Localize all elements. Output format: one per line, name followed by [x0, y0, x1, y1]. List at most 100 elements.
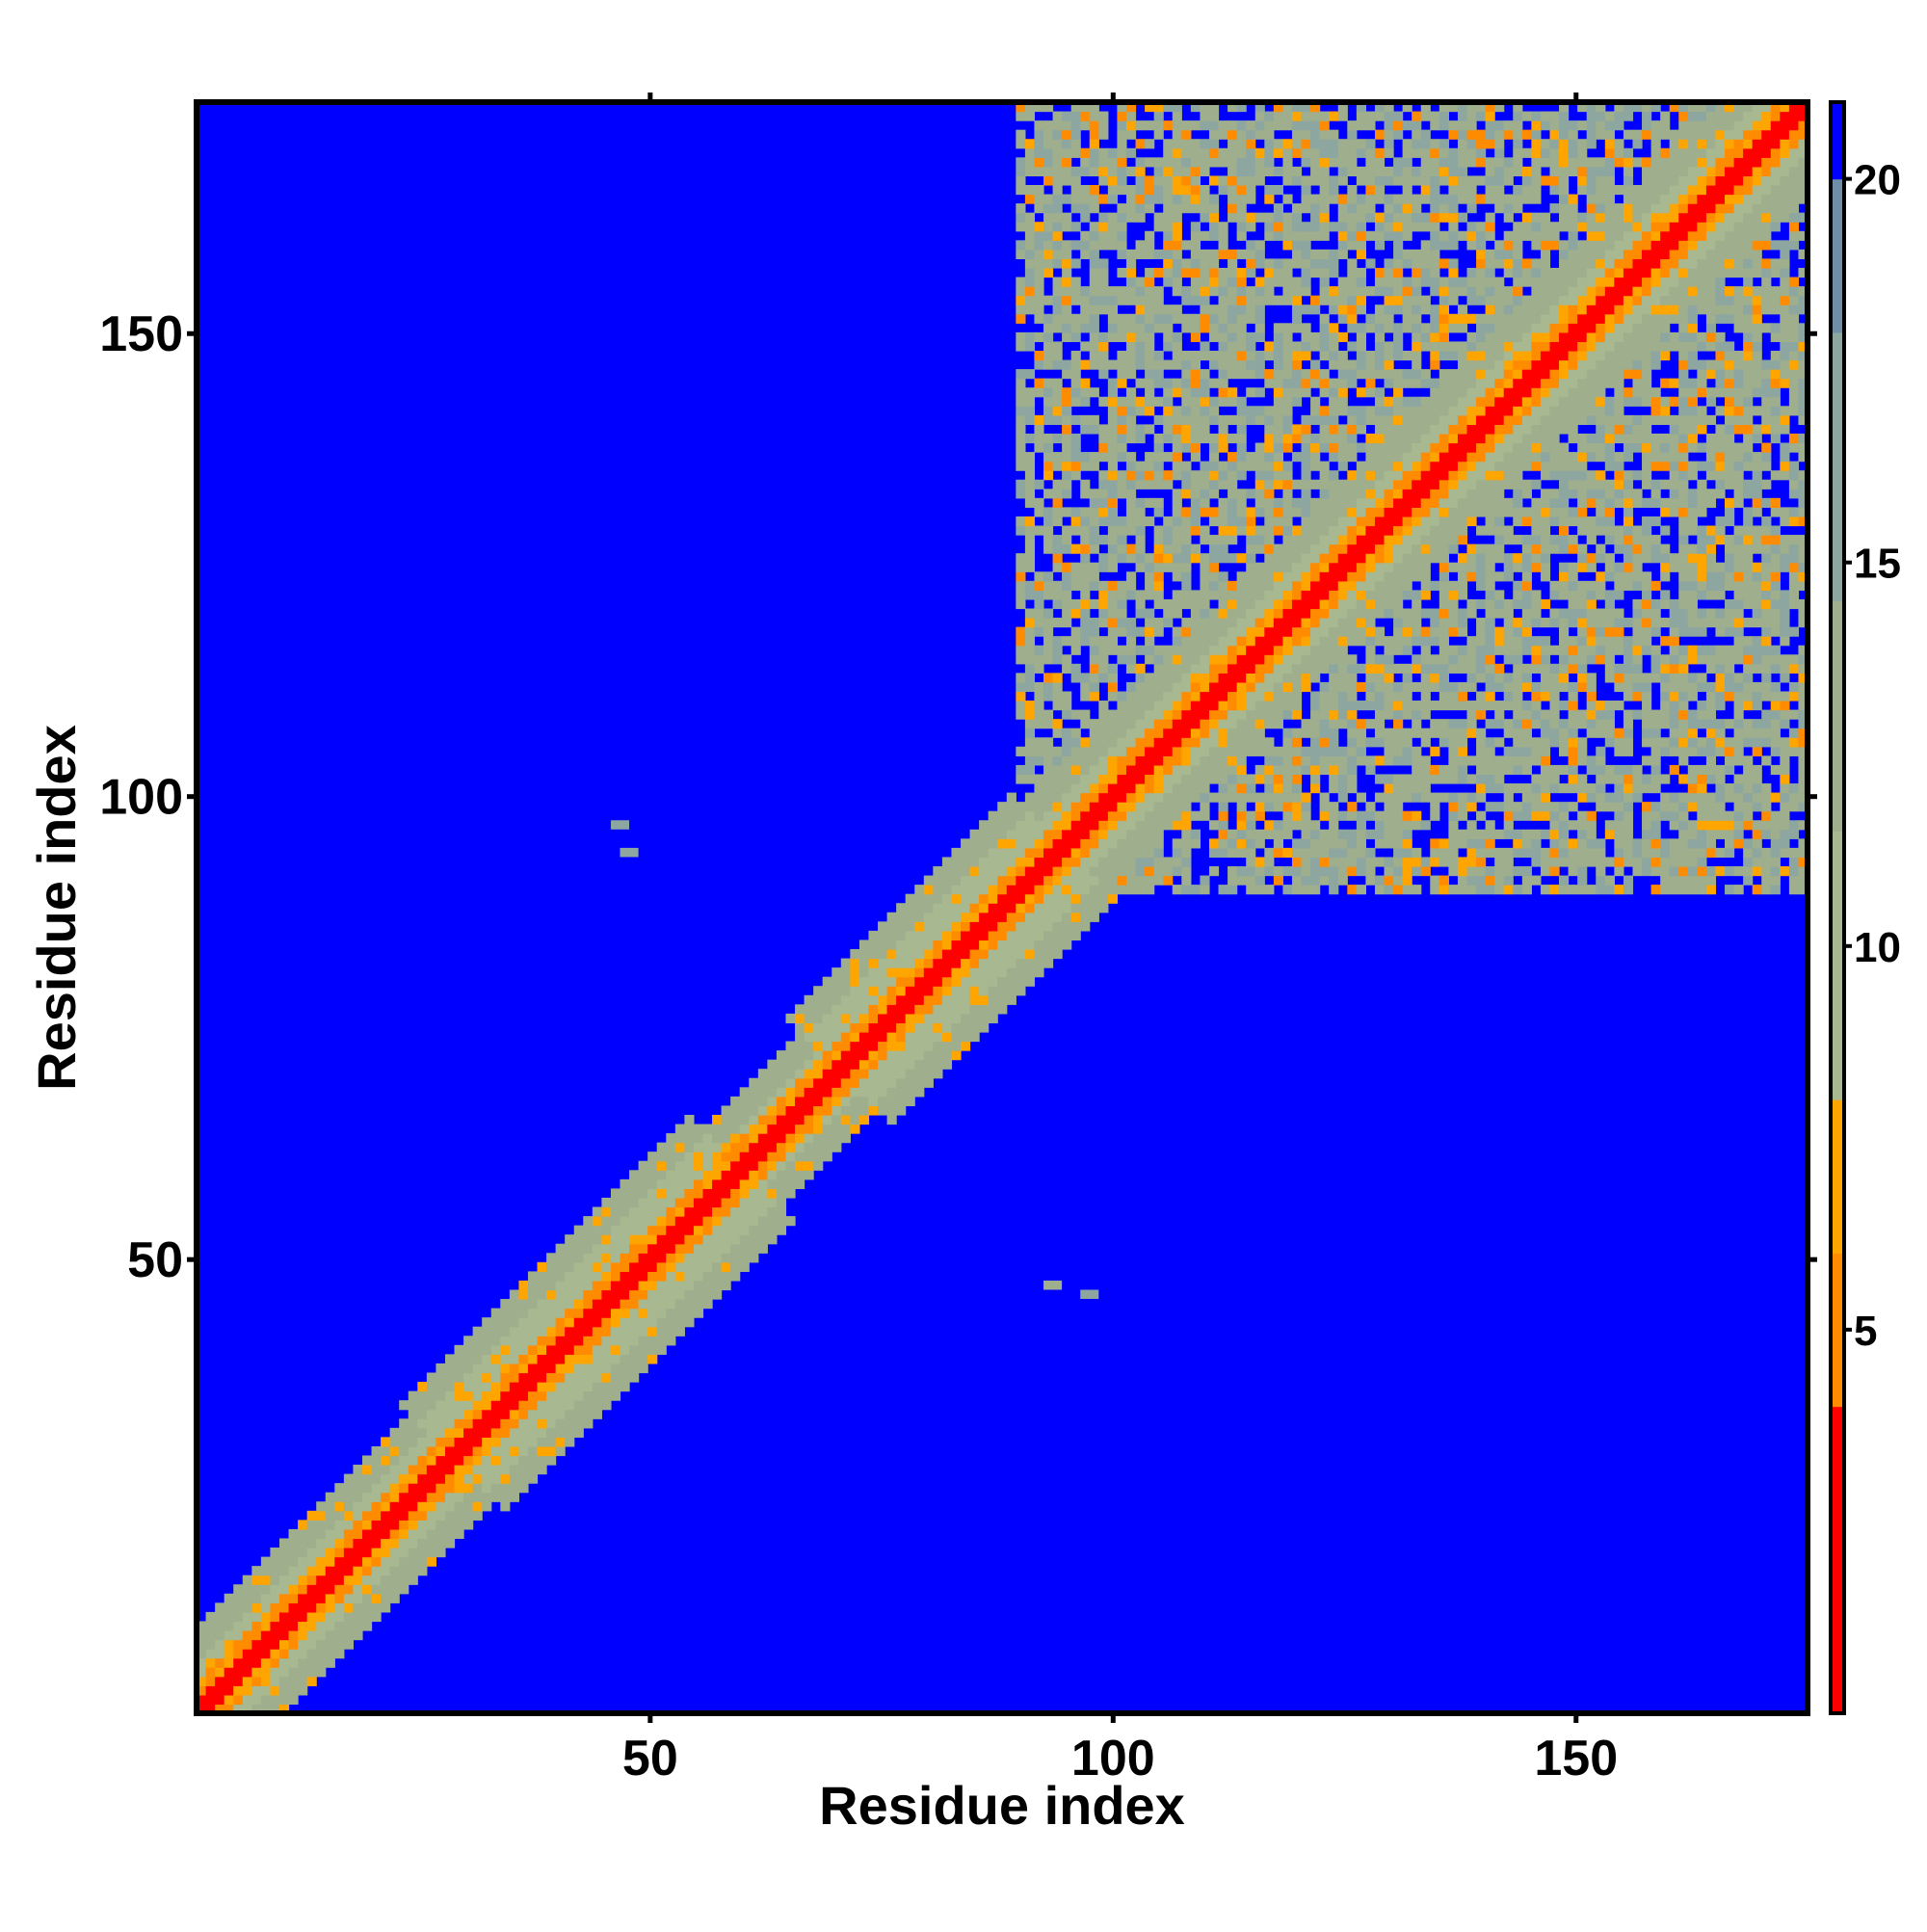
heatmap-cell — [702, 1289, 713, 1300]
heatmap-cell — [1172, 746, 1182, 756]
heatmap-cell — [914, 903, 925, 913]
heatmap-cell — [878, 930, 888, 941]
heatmap-cell — [1264, 277, 1275, 287]
heatmap-cell — [629, 1372, 640, 1383]
heatmap-cell — [1034, 709, 1044, 720]
heatmap-cell — [1070, 166, 1081, 177]
heatmap-cell — [288, 1548, 299, 1558]
heatmap-cell — [1080, 783, 1091, 794]
heatmap-cell — [343, 1510, 355, 1521]
heatmap-cell — [1365, 590, 1376, 600]
heatmap-cell — [1089, 847, 1099, 859]
heatmap-cell — [1024, 212, 1036, 223]
heatmap-cell — [537, 1427, 547, 1438]
heatmap-cell — [1402, 212, 1412, 223]
heatmap-cell — [914, 986, 925, 996]
heatmap-cell — [233, 1667, 244, 1678]
heatmap-cell — [444, 1418, 456, 1429]
heatmap-cell — [988, 986, 998, 996]
heatmap-cell — [1374, 277, 1386, 287]
heatmap-cell — [426, 1427, 437, 1438]
heatmap-cell — [316, 1667, 327, 1678]
heatmap-cell — [1319, 406, 1330, 416]
heatmap-cell — [1374, 829, 1386, 839]
heatmap-cell — [518, 1336, 529, 1346]
heatmap-cell — [822, 1151, 832, 1162]
heatmap-cell — [1135, 378, 1146, 388]
heatmap-cell — [1117, 157, 1127, 168]
heatmap-cell — [1347, 203, 1358, 214]
heatmap-cell — [1291, 810, 1303, 821]
heatmap-cell — [1043, 857, 1054, 867]
heatmap-cell — [592, 1280, 602, 1291]
heatmap-cell — [1200, 461, 1210, 471]
heatmap-cell — [795, 1022, 805, 1033]
heatmap-cell — [832, 1013, 842, 1024]
heatmap-cell — [1301, 433, 1311, 444]
heatmap-cell — [1291, 313, 1303, 324]
heatmap-cell — [923, 1041, 934, 1051]
heatmap-cell — [1356, 222, 1366, 232]
heatmap-cell — [518, 1363, 529, 1374]
heatmap-cell — [988, 1004, 998, 1015]
heatmap-cell — [537, 1390, 547, 1401]
heatmap-cell — [1080, 341, 1091, 352]
heatmap-cell — [1200, 691, 1210, 701]
heatmap-cell — [565, 1427, 575, 1438]
heatmap-cell — [1153, 452, 1164, 463]
heatmap-cell — [1254, 120, 1265, 131]
heatmap-cell — [1145, 701, 1155, 711]
heatmap-cell — [500, 1445, 511, 1457]
heatmap-cell — [1080, 626, 1091, 637]
heatmap-cell — [749, 1197, 759, 1208]
heatmap-cell — [1236, 184, 1247, 196]
heatmap-cell — [1236, 645, 1247, 655]
heatmap-cell — [1218, 249, 1228, 260]
heatmap-cell — [1264, 737, 1275, 748]
heatmap-cell — [1384, 709, 1394, 720]
heatmap-cell — [757, 1170, 768, 1180]
heatmap-cell — [1125, 129, 1137, 140]
heatmap-cell — [610, 1354, 621, 1364]
heatmap-cell — [1107, 166, 1119, 177]
heatmap-cell — [1098, 277, 1109, 287]
heatmap-cell — [1052, 111, 1063, 121]
heatmap-cell — [896, 921, 907, 932]
heatmap-cell — [1006, 802, 1016, 812]
heatmap-cell — [1301, 728, 1311, 738]
heatmap-cell — [1246, 673, 1256, 683]
heatmap-cell — [1016, 387, 1026, 398]
heatmap-cell — [1227, 139, 1238, 149]
heatmap-cell — [1246, 709, 1256, 720]
heatmap-cell — [1117, 230, 1127, 241]
heatmap-cell — [1070, 893, 1081, 904]
heatmap-cell — [1089, 673, 1099, 683]
heatmap-cell — [1016, 986, 1026, 996]
heatmap-cell — [1246, 304, 1256, 315]
heatmap-cell — [1125, 885, 1137, 895]
heatmap-cell — [1190, 701, 1201, 711]
heatmap-cell — [1337, 580, 1348, 591]
heatmap-cell — [1190, 359, 1201, 370]
heatmap-cell — [509, 1382, 519, 1392]
heatmap-cell — [1246, 359, 1256, 370]
heatmap-cell — [509, 1409, 519, 1419]
heatmap-cell — [1319, 764, 1330, 776]
heatmap-cell — [1384, 737, 1394, 748]
heatmap-cell — [1282, 470, 1293, 481]
heatmap-cell — [1135, 507, 1146, 517]
heatmap-cell — [979, 875, 990, 886]
heatmap-cell — [1273, 359, 1283, 370]
heatmap-cell — [1319, 497, 1330, 508]
heatmap-cell — [1172, 304, 1182, 315]
heatmap-cell — [1374, 885, 1386, 895]
heatmap-cell — [1145, 194, 1155, 204]
heatmap-cell — [1153, 746, 1164, 756]
heatmap-cell — [923, 921, 934, 932]
heatmap-cell — [1172, 175, 1182, 186]
heatmap-cell — [1172, 866, 1182, 877]
heatmap-cell — [1172, 847, 1182, 859]
heatmap-cell — [1024, 184, 1036, 196]
heatmap-cell — [1319, 636, 1330, 647]
heatmap-cell — [1301, 654, 1311, 665]
